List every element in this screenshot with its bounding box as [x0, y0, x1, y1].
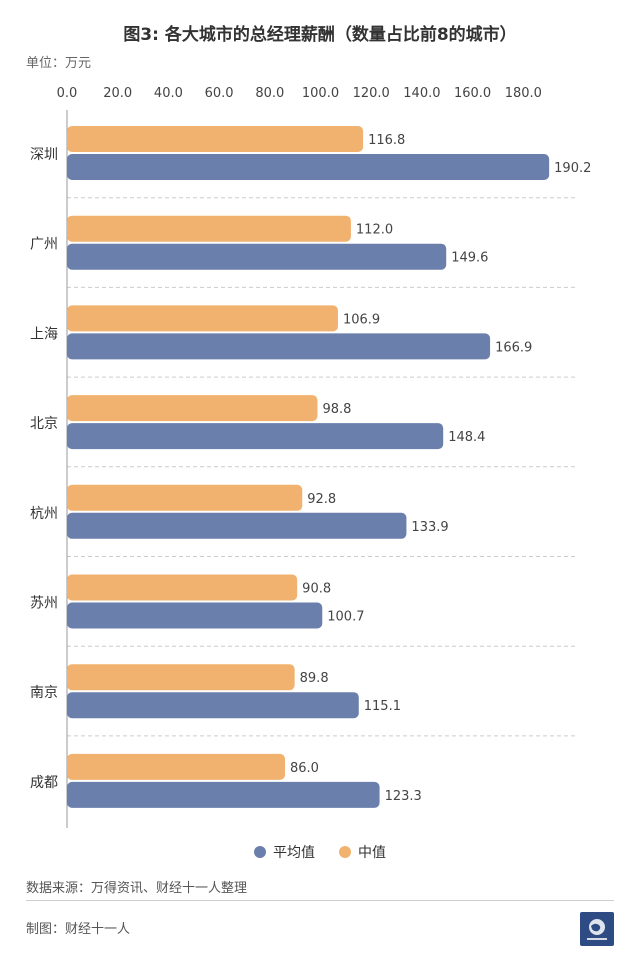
x-tick-label: 0.0 [57, 86, 78, 101]
data-label-median: 106.9 [343, 312, 380, 327]
data-label-median: 90.8 [302, 582, 331, 597]
bar-average [67, 243, 447, 270]
bar-median [67, 305, 338, 332]
data-label-average: 133.9 [411, 520, 448, 535]
bar-median [67, 574, 298, 601]
category-label: 成都 [30, 775, 58, 791]
data-label-median: 86.0 [290, 761, 319, 776]
legend-label: 平均值 [273, 845, 315, 861]
x-tick-label: 180.0 [505, 86, 542, 101]
bar-median [67, 126, 364, 152]
bar-median [67, 395, 318, 422]
chart-title: 图3: 各大城市的总经理薪酬（数量占比前8的城市） [123, 25, 517, 45]
bar-median [67, 484, 303, 511]
x-tick-label: 120.0 [353, 86, 390, 101]
bar-average [67, 692, 359, 719]
data-label-average: 123.3 [385, 789, 422, 804]
x-tick-label: 60.0 [205, 86, 234, 101]
data-label-median: 98.8 [322, 402, 351, 417]
data-label-median: 116.8 [368, 133, 405, 148]
bar-median [67, 215, 351, 242]
x-tick-label: 160.0 [454, 86, 491, 101]
category-label: 南京 [30, 685, 58, 701]
category-label: 苏州 [30, 596, 58, 612]
legend-label: 中值 [358, 845, 386, 861]
unit-label: 单位：万元 [26, 56, 92, 71]
bar-average [67, 781, 380, 808]
data-label-average: 115.1 [364, 699, 401, 714]
bar-median [67, 753, 286, 780]
category-label: 北京 [30, 416, 58, 432]
data-label-average: 149.6 [451, 251, 488, 266]
data-label-average: 190.2 [554, 161, 591, 176]
bar-average [67, 154, 550, 180]
x-tick-label: 20.0 [103, 86, 132, 101]
category-label: 深圳 [30, 147, 58, 163]
category-label: 广州 [30, 237, 58, 253]
bar-average [67, 333, 491, 360]
category-label: 杭州 [30, 506, 58, 522]
bar-average [67, 423, 444, 450]
legend-marker [339, 846, 351, 858]
bar-median [67, 664, 295, 691]
x-tick-label: 140.0 [403, 86, 440, 101]
data-label-average: 100.7 [327, 610, 364, 625]
x-tick-label: 80.0 [255, 86, 284, 101]
globe-icon [587, 919, 607, 940]
chart-maker: 制图：财经十一人 [26, 922, 131, 937]
legend-marker [254, 846, 266, 858]
x-tick-label: 100.0 [302, 86, 339, 101]
x-tick-label: 40.0 [154, 86, 183, 101]
publisher-logo [580, 912, 614, 946]
bar-average [67, 602, 323, 629]
bar-average [67, 512, 407, 539]
data-source: 数据来源：万得资讯、财经十一人整理 [26, 881, 248, 896]
data-label-median: 92.8 [307, 492, 336, 507]
data-label-average: 166.9 [495, 340, 532, 355]
data-label-median: 89.8 [300, 671, 329, 686]
footer-divider [26, 900, 614, 901]
data-label-average: 148.4 [448, 430, 485, 445]
category-label: 上海 [30, 326, 58, 342]
data-label-median: 112.0 [356, 223, 393, 238]
